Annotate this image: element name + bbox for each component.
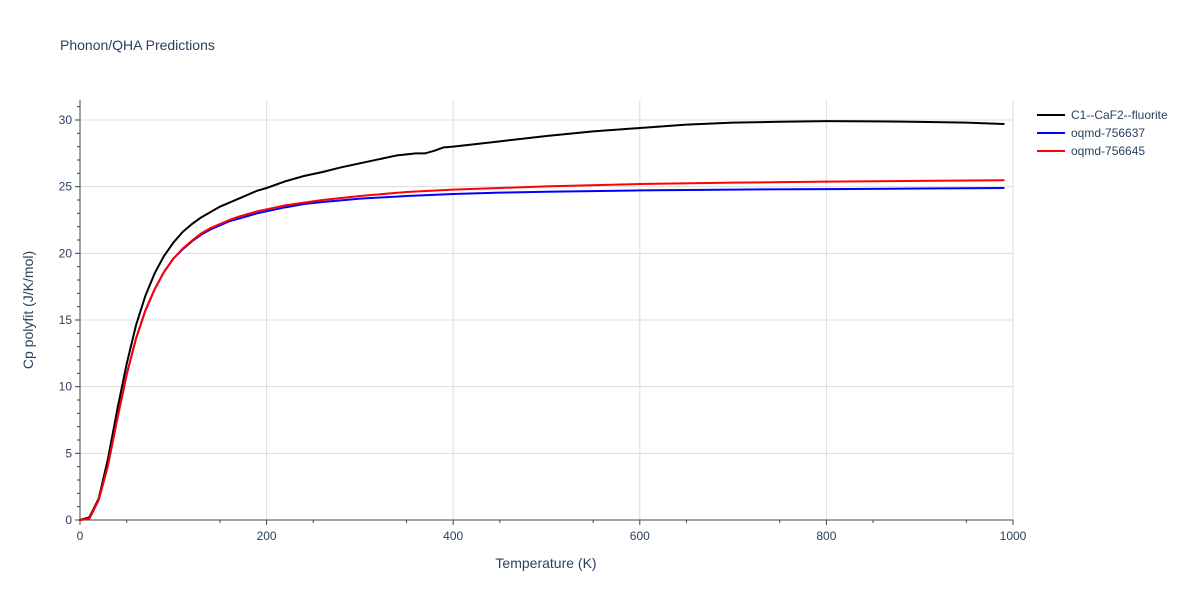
x-tick-label: 1000 <box>1000 529 1027 543</box>
x-tick-label: 0 <box>77 529 84 543</box>
y-tick-label: 25 <box>59 180 73 194</box>
legend[interactable]: C1--CaF2--fluorite oqmd-756637 oqmd-756645 <box>1037 108 1168 158</box>
series-line-C1--CaF2--fluorite <box>79 120 1005 521</box>
y-axis-title: Cp polyfit (J/K/mol) <box>20 251 36 369</box>
chart-title: Phonon/QHA Predictions <box>60 37 215 53</box>
plot-area <box>79 120 1005 521</box>
legend-label: oqmd-756637 <box>1071 126 1145 140</box>
y-tick-label: 0 <box>65 513 72 527</box>
x-tick-label: 600 <box>630 529 650 543</box>
y-tick-label: 10 <box>59 380 73 394</box>
legend-label: C1--CaF2--fluorite <box>1071 108 1168 122</box>
y-tick-label: 30 <box>59 113 73 127</box>
axes: 0 200 400 600 800 1000 0 5 10 15 20 25 30 <box>59 100 1027 543</box>
series-line-oqmd-756637 <box>79 187 1005 521</box>
x-axis-title: Temperature (K) <box>495 555 596 571</box>
legend-label: oqmd-756645 <box>1071 144 1145 158</box>
y-tick-label: 20 <box>59 246 73 260</box>
legend-item-oqmd-756645[interactable]: oqmd-756645 <box>1037 144 1145 158</box>
x-tick-label: 800 <box>816 529 836 543</box>
legend-item-oqmd-756637[interactable]: oqmd-756637 <box>1037 126 1145 140</box>
series-line-oqmd-756645 <box>79 179 1005 521</box>
y-tick-label: 5 <box>65 446 72 460</box>
y-tick-label: 15 <box>59 313 73 327</box>
x-tick-label: 200 <box>257 529 277 543</box>
grid <box>80 100 1014 520</box>
legend-item-C1--CaF2--fluorite[interactable]: C1--CaF2--fluorite <box>1037 108 1168 122</box>
x-tick-label: 400 <box>443 529 463 543</box>
